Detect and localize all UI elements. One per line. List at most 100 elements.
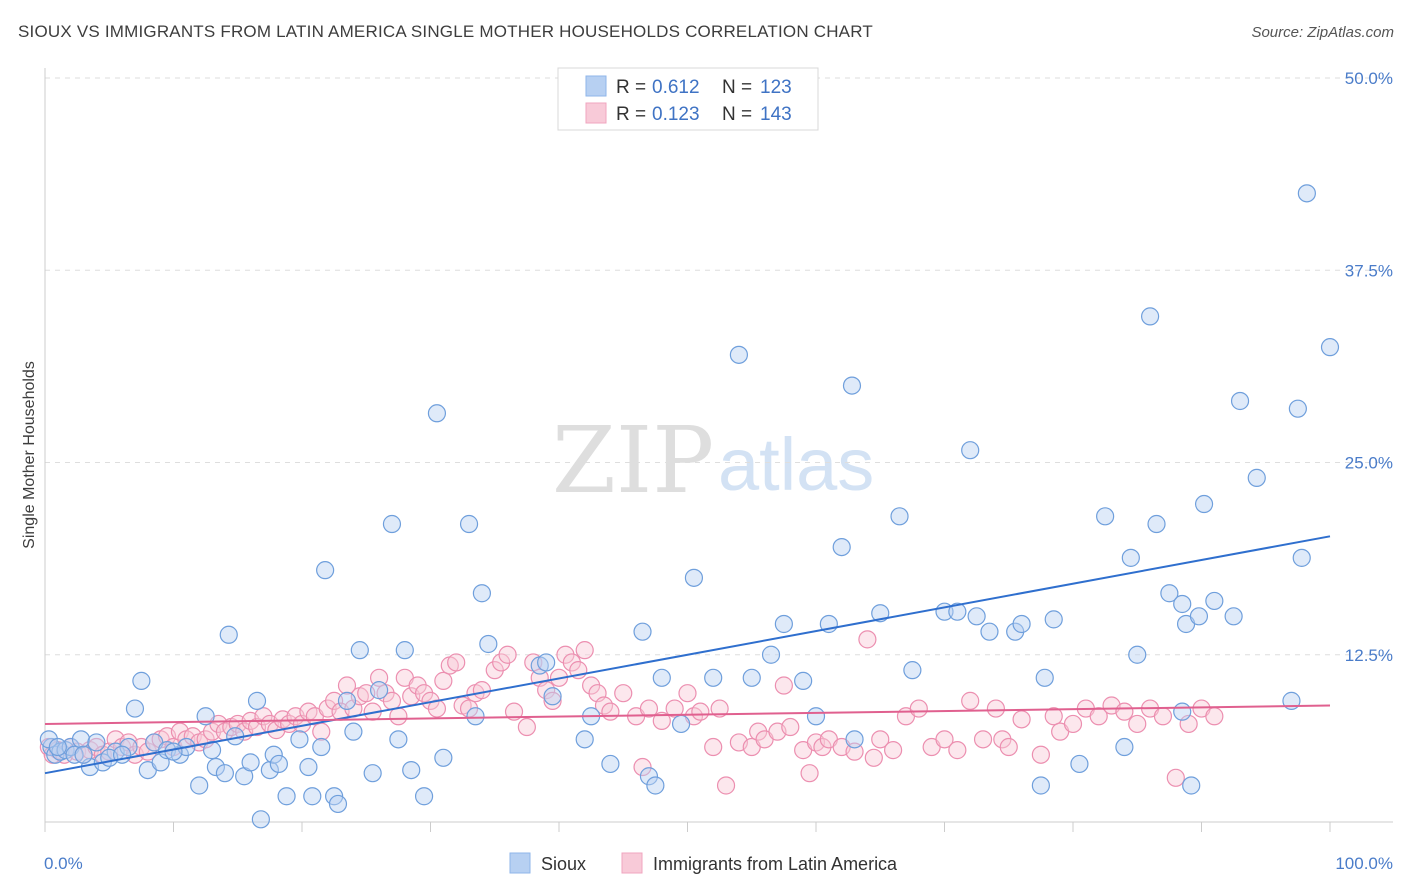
sioux-trend-line: [44, 535, 1331, 775]
immigrants-point-72: [504, 702, 524, 721]
immigrants-point-138: [1153, 707, 1173, 726]
sioux-point-20: [190, 776, 209, 795]
legend-n-value-immigrants: 143: [760, 104, 792, 125]
immigrants-point-73: [517, 717, 536, 737]
immigrants-point-95: [691, 702, 710, 721]
y-tick-label-3: 50.0%: [1345, 69, 1393, 88]
sioux-point-106: [1189, 607, 1209, 626]
sioux-point-29: [247, 691, 267, 710]
watermark-atlas: atlas: [718, 423, 874, 506]
sioux-point-99: [1140, 307, 1160, 326]
bottom-legend-swatch-sioux: [509, 852, 531, 874]
sioux-point-28: [241, 753, 260, 772]
immigrants-point-89: [633, 757, 652, 777]
sioux-point-98: [1128, 645, 1147, 664]
sioux-point-93: [1044, 610, 1063, 629]
sioux-point-46: [370, 681, 389, 700]
sioux-point-52: [427, 404, 447, 423]
sioux-point-69: [684, 568, 704, 587]
sioux-point-41: [328, 794, 348, 814]
sioux-point-108: [1205, 591, 1224, 611]
sioux-point-53: [434, 748, 453, 767]
immigrants-point-116: [883, 741, 903, 760]
immigrants-point-120: [935, 730, 954, 749]
sioux-point-31: [260, 760, 279, 780]
immigrants-point-112: [845, 742, 864, 761]
immigrants-point-55: [389, 707, 408, 726]
watermark-zip: ZIP: [552, 407, 714, 514]
immigrants-point-135: [1115, 702, 1134, 721]
immigrants-point-91: [652, 711, 671, 730]
sioux-point-32: [264, 745, 283, 764]
sioux-point-73: [761, 645, 781, 664]
sioux-point-111: [1247, 468, 1266, 487]
immigrants-point-71: [498, 645, 517, 664]
legend-swatch-sioux: [585, 75, 607, 97]
legend-r-label-immigrants: R =: [616, 104, 646, 125]
sioux-point-118: [48, 737, 67, 757]
immigrants-point-107: [800, 764, 819, 783]
sioux-point-36: [299, 757, 318, 777]
sioux-point-50: [402, 760, 421, 780]
bottom-legend-label-sioux: Sioux: [541, 854, 586, 874]
source-label: Source: ZipAtlas.com: [1251, 24, 1394, 41]
sioux-point-57: [479, 634, 498, 654]
sioux-point-101: [1160, 584, 1179, 603]
y-tick-labels: 12.5% 25.0% 37.5% 50.0%: [1345, 69, 1393, 665]
immigrants-point-43: [312, 722, 331, 741]
sioux-point-24: [215, 764, 234, 783]
sioux-point-37: [303, 787, 322, 806]
immigrants-point-90: [639, 699, 659, 718]
immigrants-point-127: [1012, 710, 1031, 729]
immigrants-point-105: [781, 717, 800, 737]
sioux-point-33: [269, 754, 288, 774]
sioux-point-54: [459, 514, 479, 534]
sioux-point-49: [395, 641, 414, 660]
immigrants-point-118: [909, 699, 928, 718]
sioux-point-82: [890, 507, 909, 526]
y-tick-label-1: 25.0%: [1345, 454, 1393, 473]
legend-swatch-immigrants: [585, 102, 607, 124]
immigrants-point-115: [871, 730, 890, 749]
immigrants-point-142: [1205, 707, 1224, 726]
sioux-point-113: [1288, 399, 1307, 418]
sioux-point-103: [1173, 702, 1192, 721]
sioux-point-42: [337, 691, 357, 710]
sioux-point-35: [290, 730, 309, 749]
sioux-point-8: [87, 733, 106, 752]
sioux-point-100: [1147, 514, 1166, 534]
sioux-point-70: [704, 668, 723, 687]
sioux-point-44: [350, 641, 369, 660]
immigrants-point-45: [325, 691, 344, 710]
legend: R = 0.612 N = 123 R = 0.123 N = 143: [557, 67, 819, 131]
immigrants-point-96: [704, 737, 723, 757]
sioux-point-6: [71, 730, 91, 749]
sioux-point-34: [277, 787, 296, 806]
sioux-point-76: [806, 707, 826, 726]
sioux-point-47: [382, 514, 402, 534]
immigrants-point-82: [575, 641, 594, 660]
immigrants-point-92: [665, 699, 684, 718]
immigrants-point-62: [434, 671, 453, 690]
immigrants-point-77: [543, 691, 562, 710]
sioux-point-66: [646, 776, 665, 795]
legend-r-label-sioux: R =: [616, 77, 646, 98]
sioux-point-74: [774, 614, 793, 634]
sioux-point-45: [363, 764, 382, 783]
sioux-point-121: [164, 742, 183, 761]
sioux-point-13: [132, 671, 151, 690]
immigrants-point-121: [948, 741, 967, 760]
immigrants-point-136: [1128, 714, 1147, 734]
sioux-point-105: [1182, 776, 1201, 795]
immigrants-point-113: [858, 630, 877, 649]
sioux-point-12: [125, 699, 145, 718]
x-tick-label-min: 0.0%: [44, 854, 83, 873]
sioux-point-48: [389, 730, 408, 749]
legend-n-value-sioux: 123: [760, 77, 792, 98]
sioux-point-51: [414, 787, 434, 806]
immigrants-point-68: [472, 681, 491, 700]
axes: [44, 68, 1393, 823]
sioux-point-94: [1070, 754, 1089, 774]
immigrants-trend-line: [44, 704, 1331, 725]
